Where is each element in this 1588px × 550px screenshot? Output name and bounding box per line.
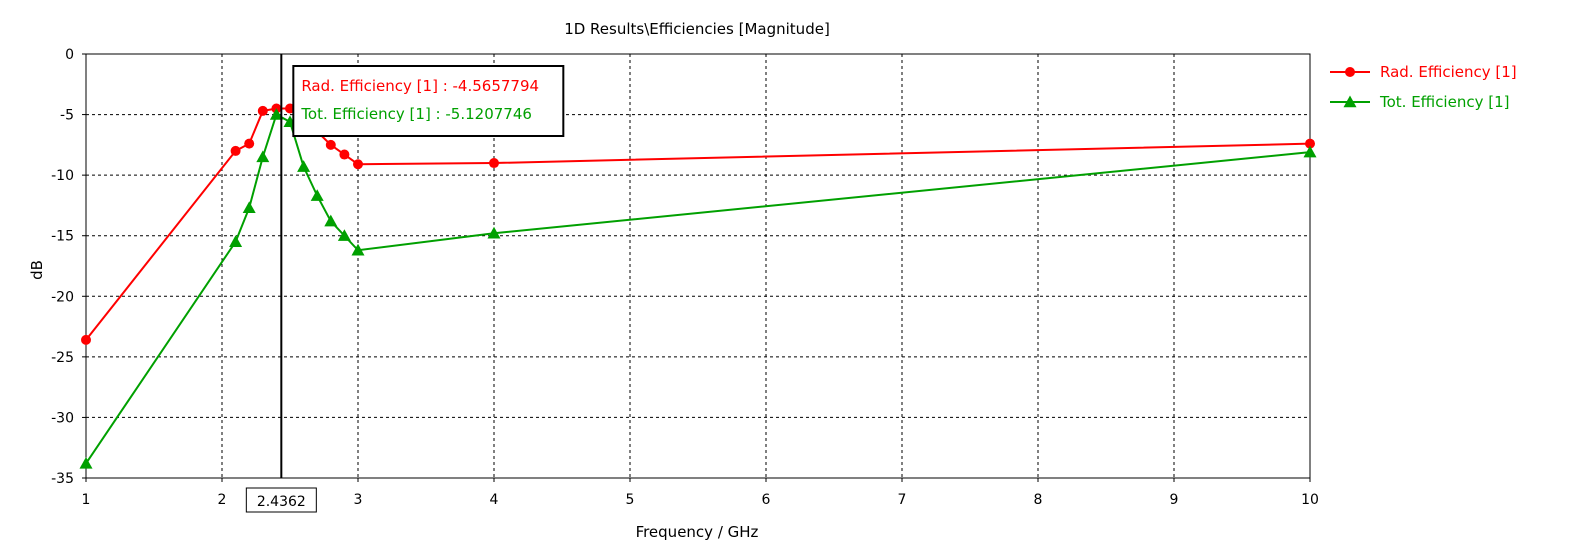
y-tick-label: 0	[65, 47, 74, 63]
y-axis-title: dB	[28, 260, 46, 280]
series-2	[79, 108, 1317, 469]
data-point	[297, 160, 311, 172]
legend-label: Rad. Efficiency [1]	[1380, 63, 1517, 81]
data-point	[324, 214, 338, 227]
legend-triangle-icon	[1343, 95, 1357, 108]
data-point	[1305, 138, 1315, 149]
series-line	[85, 113, 1311, 465]
data-point	[353, 159, 363, 170]
x-tick-label: 4	[490, 492, 499, 508]
y-tick-label: -25	[51, 350, 74, 366]
cursor-x-label: 2.4362	[257, 494, 306, 510]
legend-item-2: Tot. Efficiency [1]	[1330, 93, 1509, 111]
y-tick-label: -10	[51, 168, 74, 184]
x-tick-label: 1	[82, 492, 91, 508]
data-point	[339, 149, 350, 160]
data-point	[325, 139, 336, 150]
grid-lines	[86, 54, 1310, 478]
series-layer	[79, 103, 1317, 469]
data-point	[79, 456, 93, 469]
legend-circle-icon	[1345, 67, 1355, 77]
x-tick-label: 6	[762, 492, 771, 508]
data-point	[269, 108, 283, 120]
data-point	[489, 158, 499, 169]
data-point	[1303, 145, 1317, 158]
x-tick-label: 3	[354, 492, 363, 508]
x-axis-title: Frequency / GHz	[636, 523, 759, 541]
tick-labels: 1 2 3 4 5 6 7 8 9 10 0 -5 -10 -15 -20 -25 -30 -35	[51, 47, 1319, 508]
data-point	[310, 189, 324, 201]
legend-item-1: Rad. Efficiency [1]	[1330, 63, 1517, 81]
data-point	[230, 145, 241, 156]
legend-label: Tot. Efficiency [1]	[1379, 93, 1509, 111]
y-tick-label: -15	[51, 229, 74, 245]
data-point	[487, 226, 501, 239]
cursor-readout-1: Rad. Efficiency [1] : -4.5657794	[301, 77, 539, 95]
data-point	[257, 105, 268, 116]
y-tick-label: -35	[51, 471, 74, 487]
data-point	[81, 334, 91, 345]
y-tick-label: -30	[51, 410, 74, 426]
x-tick-label: 5	[626, 492, 635, 508]
legend: Rad. Efficiency [1] Tot. Efficiency [1]	[1330, 63, 1517, 111]
x-tick-label: 2	[218, 492, 227, 508]
x-tick-label: 7	[898, 492, 907, 508]
data-point	[242, 201, 256, 214]
data-point	[351, 243, 365, 256]
data-point	[229, 235, 243, 247]
cursor-layer[interactable]: 2.4362 Rad. Efficiency [1] : -4.5657794 To…	[245, 54, 565, 513]
cursor-readout-box	[292, 65, 565, 137]
x-tick-label: 8	[1034, 492, 1043, 508]
series-line	[85, 107, 1311, 341]
x-tick-label: 9	[1170, 492, 1179, 508]
cursor-readout-2: Tot. Efficiency [1] : -5.1207746	[300, 105, 532, 123]
series-1	[81, 103, 1315, 345]
plot-area	[85, 53, 1311, 479]
data-point	[256, 150, 270, 163]
y-tick-label: -20	[51, 289, 74, 305]
y-tick-label: -5	[60, 108, 74, 124]
chart-title: 1D Results\Efficiencies [Magnitude]	[564, 20, 830, 38]
x-tick-label: 10	[1301, 492, 1319, 508]
cursor-x-label-box	[245, 487, 317, 513]
data-point	[244, 138, 255, 149]
data-point	[337, 229, 351, 241]
